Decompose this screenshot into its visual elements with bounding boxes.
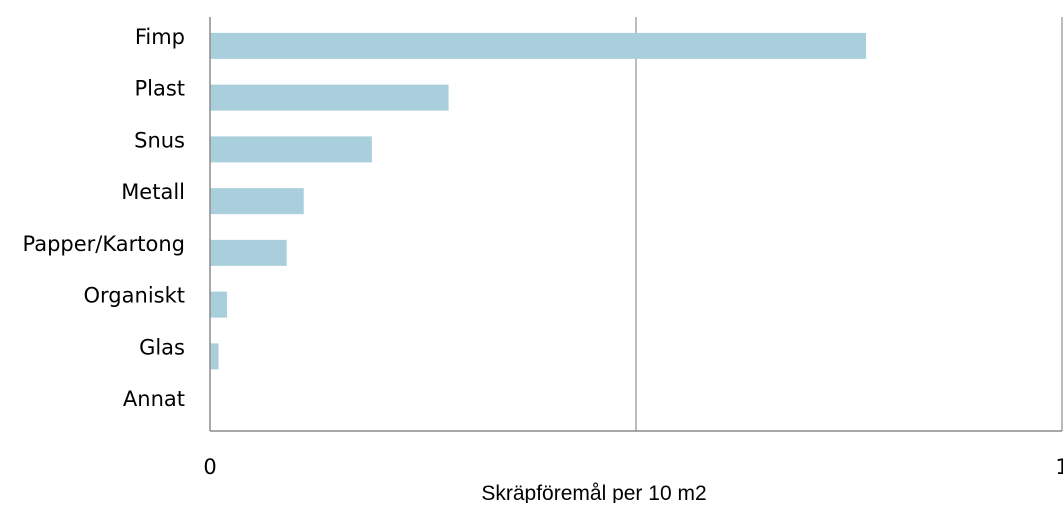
category-label-annat: Annat — [123, 387, 185, 411]
bar-papper-kartong — [210, 239, 287, 266]
bar-organiskt — [210, 291, 228, 318]
gridlines — [635, 17, 1063, 431]
bar-glas — [210, 343, 219, 370]
bar-fimp — [210, 32, 867, 59]
x-tick-label-0: 0 — [203, 455, 216, 479]
category-label-fimp: Fimp — [135, 25, 185, 49]
category-label-glas: Glas — [139, 335, 185, 359]
axes — [209, 17, 1062, 432]
bar-snus — [210, 136, 372, 163]
x-tick-label-1: 1 — [1055, 455, 1063, 479]
category-label-snus: Snus — [134, 128, 185, 152]
category-labels: Fimp Plast Snus Metall Papper/Kartong Organis… — [22, 25, 185, 411]
bar-metall — [210, 188, 304, 215]
category-label-papper-kartong: Papper/Kartong — [22, 232, 185, 256]
bars — [210, 32, 867, 370]
bar-plast — [210, 84, 449, 111]
category-label-metall: Metall — [121, 180, 185, 204]
x-axis-title: Skräpföremål per 10 m2 — [481, 482, 706, 503]
category-label-plast: Plast — [134, 77, 185, 101]
category-label-organiskt: Organiskt — [84, 284, 185, 308]
